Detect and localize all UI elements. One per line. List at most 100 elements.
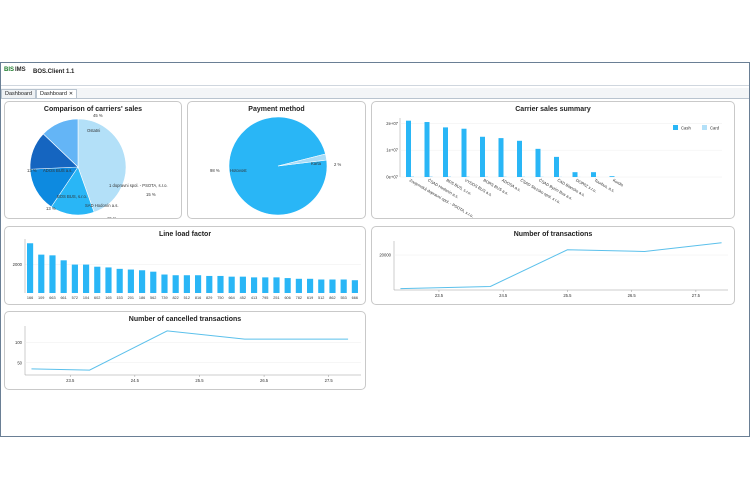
carrier-summary-panel: Carrier sales summary 2e+07 1e+07 0e+07 Zno…: [371, 101, 735, 219]
bar: [498, 138, 504, 177]
chart-title: Number of transactions: [513, 231, 593, 238]
x-tick-label: 251: [273, 296, 279, 300]
bar: [60, 260, 67, 293]
tab-label: Dashboard: [40, 91, 67, 97]
bar: [284, 278, 291, 293]
x-tick-label: 24.5: [131, 378, 140, 383]
app-window: BIS IMS BOS.Client 1.1 Dashboard Dashboa…: [0, 62, 750, 437]
x-tick-label: 165: [105, 296, 111, 300]
cancelled-transactions-chart: 100 50 23.5 24.5 25.5 26.5 27.5: [15, 326, 361, 383]
bar: [83, 264, 90, 293]
bar: [105, 267, 112, 293]
bar: [448, 176, 451, 177]
bar: [406, 120, 411, 177]
transactions-panel: Number of transactions 20000 23.5 24.5 25.5…: [371, 226, 735, 305]
y-tick-label: 20000: [379, 253, 391, 258]
bar: [503, 176, 507, 177]
bar: [183, 275, 190, 293]
payment-pie-chart: Hotovost 98 % Karta 2 %: [210, 116, 341, 216]
bar: [251, 277, 258, 293]
slice-label: Hotovost: [230, 168, 247, 173]
slice-percent: 98 %: [210, 168, 220, 173]
x-tick-label: 663: [49, 296, 55, 300]
x-tick-label: 606: [284, 296, 290, 300]
x-tick-label: 664: [228, 296, 234, 300]
line-load-chart: 2000 166 109 663 661 572 104 602 165 153 201 186 562…: [13, 239, 361, 300]
payment-method-panel: Payment method Hotovost 98 % Karta 2 %: [187, 101, 366, 219]
bar: [424, 122, 430, 177]
slice-percent: 2 %: [334, 162, 341, 167]
bar: [116, 268, 123, 293]
x-tick-label: 661: [60, 296, 66, 300]
slice-label: SAD Hodonín a.s.: [85, 203, 119, 208]
slice-percent: 13 %: [27, 168, 37, 173]
logo-left: BIS: [4, 67, 15, 73]
bar: [49, 255, 56, 293]
x-tick-label: 23.5: [435, 293, 444, 298]
x-tick-label: 619: [307, 296, 313, 300]
line-load-panel: Line load factor 2000 166 109 663 661 572 104 6…: [4, 226, 366, 305]
x-tick-label: 512: [184, 296, 190, 300]
slice-label: Karta: [311, 161, 322, 166]
x-tick-label: 26.5: [628, 293, 637, 298]
x-tick-label: 201: [128, 296, 134, 300]
bar: [318, 279, 325, 293]
bar: [172, 275, 179, 293]
x-tick-label: 862: [329, 296, 335, 300]
bar: [262, 277, 269, 293]
legend-label: Cash: [681, 126, 691, 131]
bar: [206, 275, 213, 293]
x-tick-label: 666: [352, 296, 358, 300]
app-logo: BIS IMS: [4, 67, 28, 76]
bar: [38, 254, 45, 293]
x-tick-label: 27.5: [692, 293, 701, 298]
bar: [329, 279, 336, 293]
bar: [517, 140, 522, 177]
x-tick-label: 25.5: [195, 378, 204, 383]
bar: [127, 269, 134, 293]
bar: [217, 275, 224, 293]
close-icon[interactable]: ✕: [68, 91, 74, 97]
tab-dashboard-2[interactable]: Dashboard ✕: [36, 89, 78, 98]
x-tick-label: 452: [240, 296, 246, 300]
slice-label: 1 dopravni spol. - PSOTA, s.r.o.: [109, 183, 168, 188]
x-tick-label: 25.5: [563, 293, 572, 298]
x-tick-label: 413: [251, 296, 257, 300]
carriers-pie-chart: Ostatni 45 % 1 dopravni spol. - PSOTA, s.r…: [27, 113, 168, 219]
slice-percent: 13 %: [46, 206, 56, 211]
chart-title: Carrier sales summary: [515, 106, 591, 113]
pie-slice: [277, 153, 327, 167]
x-tick-label: 572: [72, 296, 78, 300]
pie-slice: [42, 118, 79, 168]
bar: [591, 172, 596, 177]
bar: [485, 176, 488, 177]
cancelled-transactions-panel: Number of cancelled transactions 100 50 23…: [4, 311, 366, 390]
x-tick-label: 602: [94, 296, 100, 300]
bar: [609, 176, 615, 177]
bar: [351, 280, 358, 293]
x-tick-label: 104: [83, 296, 89, 300]
legend-swatch: [673, 125, 678, 130]
chart-title: Number of cancelled transactions: [128, 316, 242, 323]
bar: [411, 176, 414, 177]
tab-label: Dashboard: [5, 91, 32, 97]
bar: [535, 148, 541, 177]
tab-dashboard-1[interactable]: Dashboard: [1, 89, 36, 98]
x-tick-label: 109: [38, 296, 44, 300]
bar: [161, 274, 168, 293]
logo-right: IMS: [15, 67, 26, 73]
bar: [522, 176, 525, 177]
x-tick-label: 816: [195, 296, 201, 300]
chart-title: Line load factor: [158, 231, 212, 238]
x-tick-label: 23.5: [66, 378, 75, 383]
bar: [480, 136, 485, 177]
bar: [572, 172, 578, 177]
bar: [150, 271, 157, 293]
slice-percent: 15 %: [107, 216, 117, 219]
slice-label: Ostatni: [87, 128, 100, 133]
x-tick-label: 186: [139, 296, 145, 300]
y-tick-label: 2000: [13, 262, 23, 267]
x-tick-label: 166: [27, 296, 33, 300]
bar: [94, 266, 101, 293]
x-tick-label: 27.5: [325, 378, 334, 383]
